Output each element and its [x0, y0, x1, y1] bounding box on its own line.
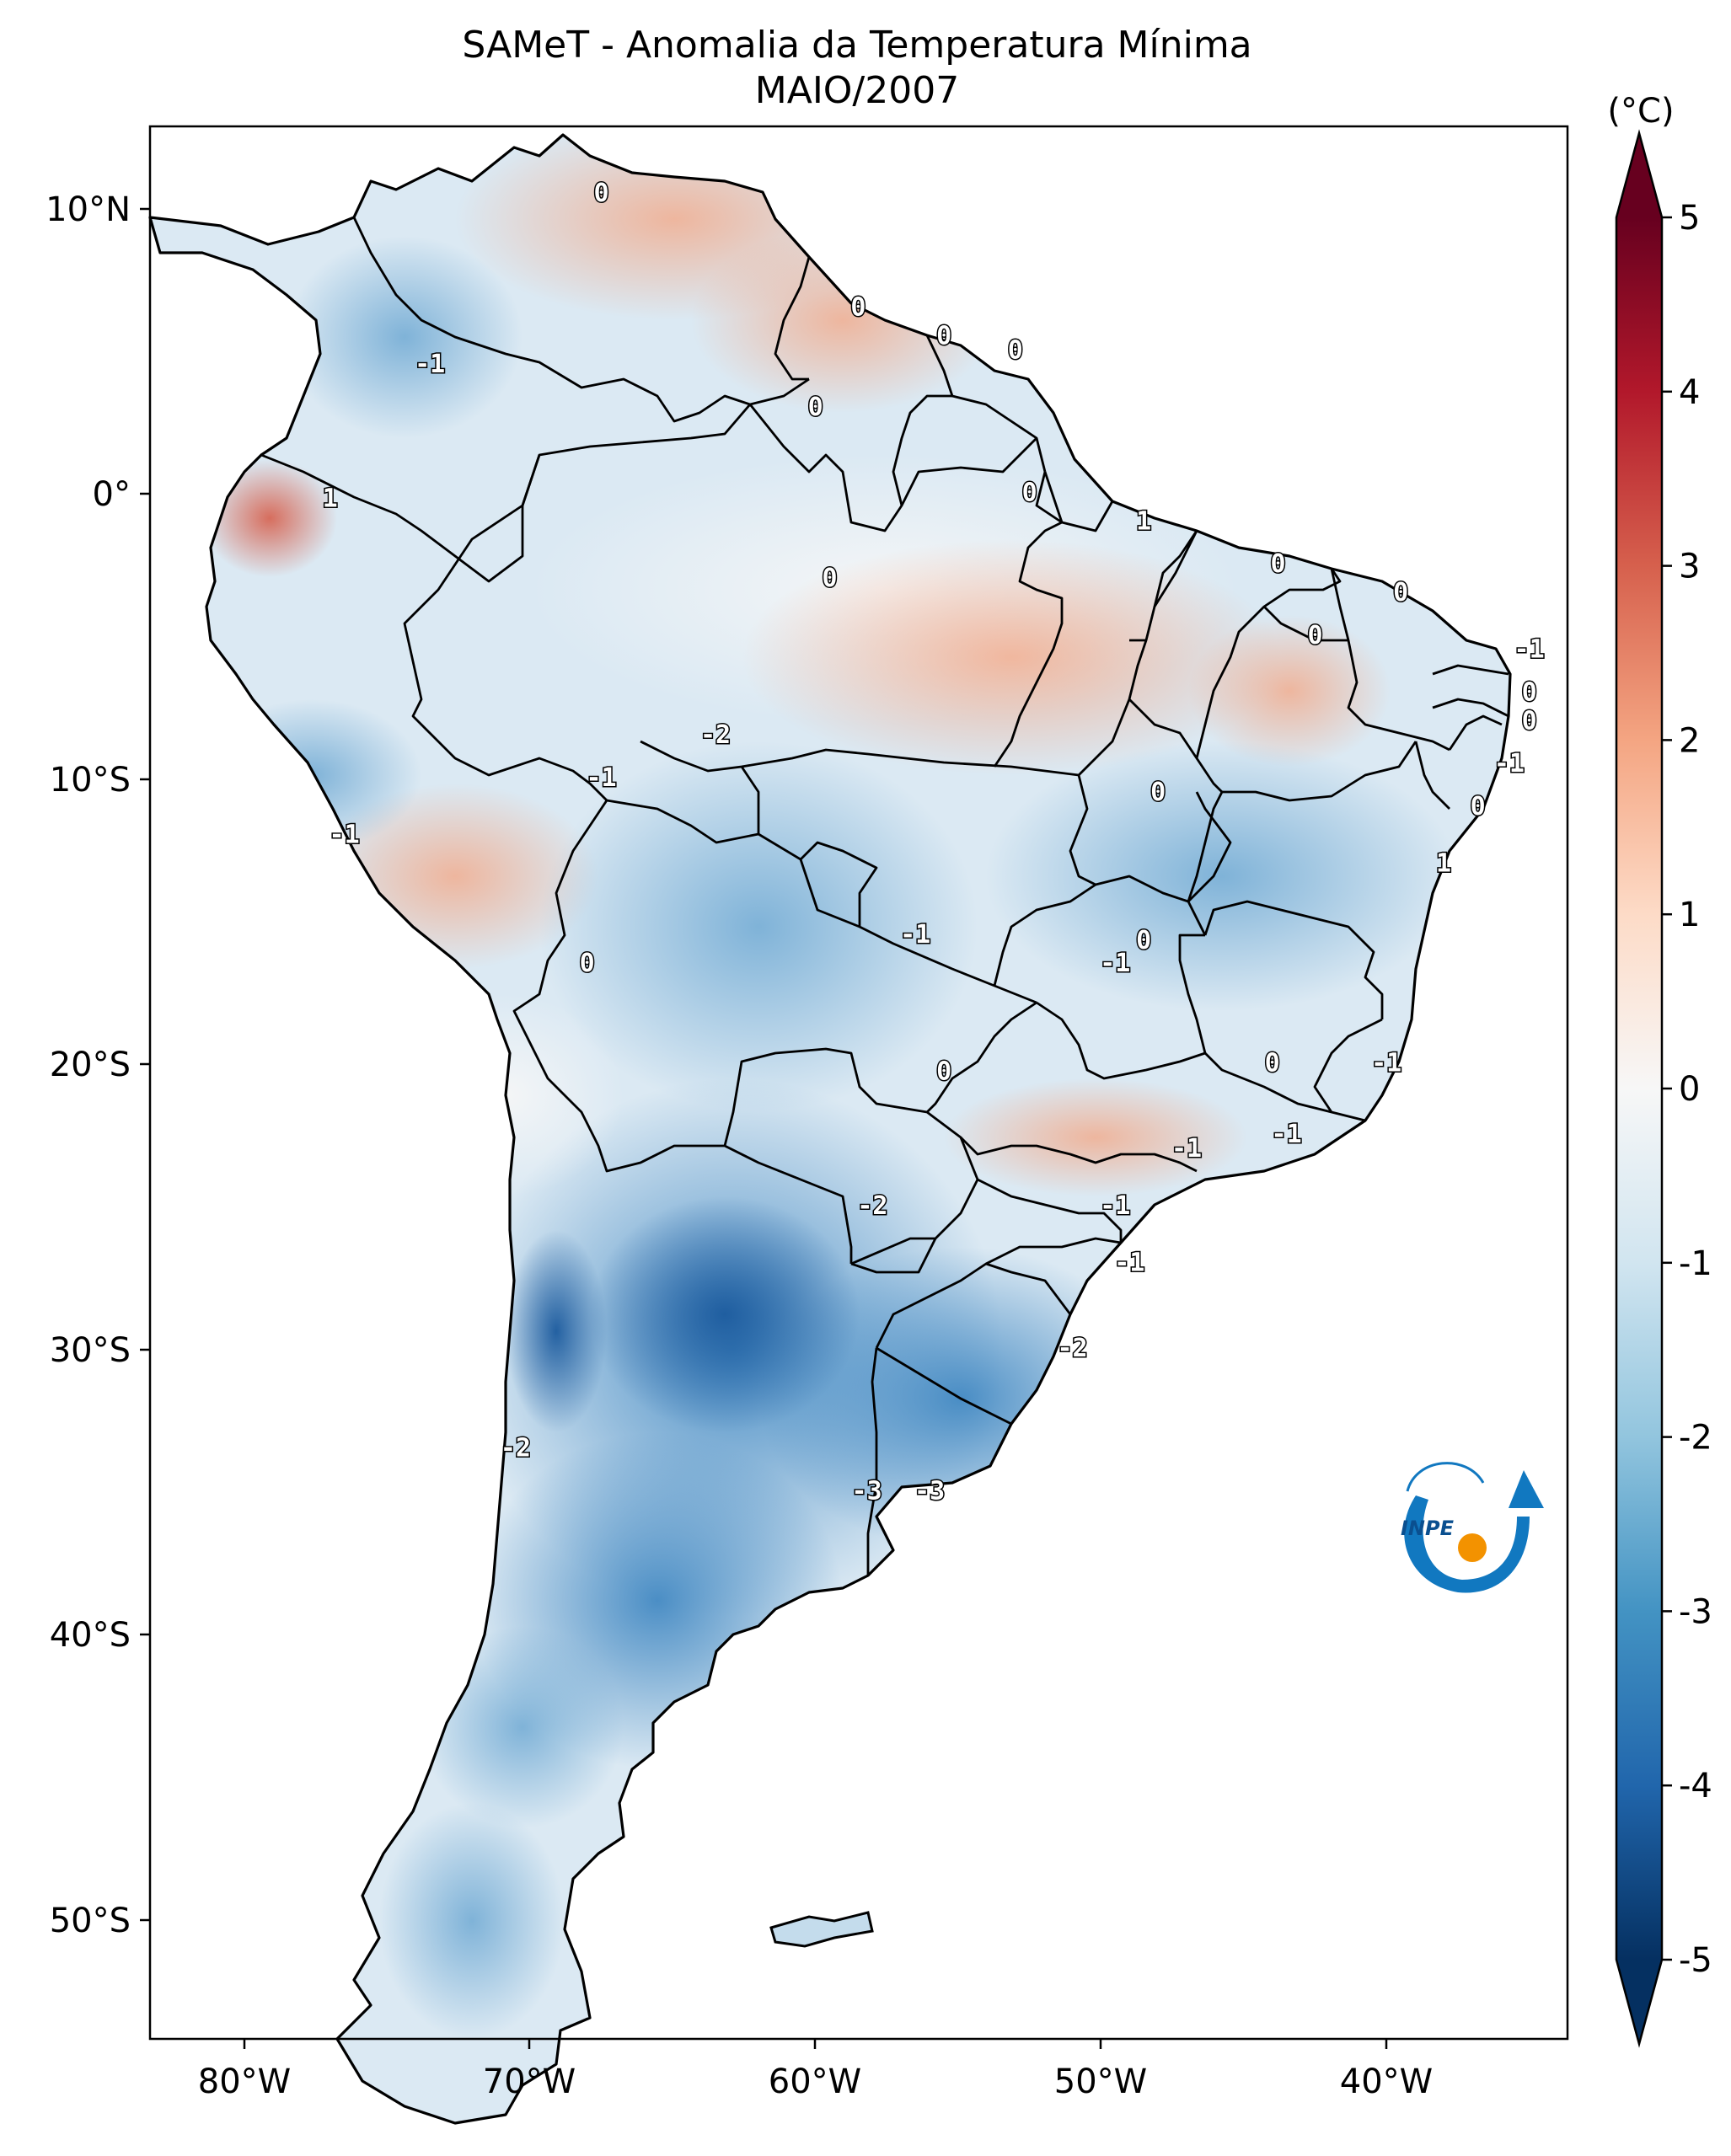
latitude-tick-labels: 10°N 0° 10°S 20°S 30°S 40°S 50°S — [46, 190, 131, 1940]
colorbar-tick-label: -1 — [1679, 1244, 1712, 1283]
axis-ticks — [140, 207, 1388, 2049]
contour-label: 0 — [822, 564, 837, 593]
colorbar-unit-label: (°C) — [1607, 92, 1674, 131]
contour-label: 0 — [936, 1057, 951, 1087]
contour-label: -1 — [586, 763, 616, 793]
contour-label: -1 — [1100, 949, 1130, 978]
contour-label: -1 — [1272, 1120, 1302, 1149]
contour-label: -2 — [700, 720, 731, 750]
contour-label: 0 — [1022, 479, 1037, 508]
colorbar-tick-label: 3 — [1679, 548, 1700, 586]
contour-label: 0 — [1393, 578, 1408, 607]
lon-tick-label: 50°W — [1054, 2062, 1147, 2101]
logo-orbit — [1406, 1462, 1485, 1492]
lat-tick-label: 10°S — [50, 761, 131, 800]
contour-label: -1 — [1494, 749, 1525, 778]
contour-label: 0 — [1136, 926, 1151, 955]
contour-label: -2 — [857, 1191, 887, 1221]
colorbar-ticks: 5 4 3 2 1 0 -1 -2 -3 -4 -5 — [1662, 199, 1712, 1980]
contour-label: -1 — [1171, 1134, 1202, 1164]
contour-label: -1 — [1514, 635, 1545, 665]
inpe-logo: INPE — [1401, 1462, 1544, 1593]
lat-tick-label: 50°S — [50, 1902, 131, 1940]
lat-tick-label: 20°S — [50, 1046, 131, 1084]
country-borders — [260, 217, 1509, 1576]
lon-tick-label: 80°W — [198, 2062, 291, 2101]
contour-label: 0 — [1270, 549, 1285, 579]
contour-label: -1 — [1100, 1191, 1130, 1221]
contour-labels: 000 0-101 010 000 -100-2-1-1 0 0-11-1 0-100 -10-… — [321, 178, 1546, 1507]
contour-label: 0 — [1471, 792, 1486, 821]
colorbar: (°C) 5 4 3 2 1 0 -1 -2 -3 -4 -5 — [1607, 92, 1712, 2048]
map-frame — [148, 125, 1569, 2041]
lat-tick-label: 40°S — [50, 1616, 131, 1655]
colorbar-tick-label: -2 — [1679, 1419, 1712, 1458]
colorbar-tick-label: 1 — [1679, 896, 1700, 934]
colorbar-max-extension — [1616, 133, 1662, 217]
contour-label: -3 — [914, 1476, 945, 1506]
colorbar-tick-label: -4 — [1679, 1767, 1712, 1806]
longitude-tick-labels: 80°W 70°W 60°W 50°W 40°W — [198, 2062, 1433, 2101]
lon-tick-label: 60°W — [769, 2062, 861, 2101]
colorbar-gradient — [1616, 217, 1662, 1960]
arrow-icon — [1509, 1470, 1544, 1508]
contour-label: 0 — [808, 393, 823, 422]
logo-text: INPE — [1401, 1517, 1455, 1540]
lat-tick-label: 10°N — [46, 190, 131, 229]
contour-label: -2 — [1057, 1334, 1087, 1363]
contour-label: 0 — [1522, 706, 1537, 736]
contour-label: 0 — [593, 179, 608, 208]
logo-sun-icon — [1458, 1533, 1487, 1562]
contour-label: -1 — [330, 821, 360, 850]
contour-label: -2 — [501, 1434, 531, 1463]
map-subtitle: MAIO/2007 — [755, 69, 959, 112]
map-title: SAMeT - Anomalia da Temperatura Mínima — [462, 24, 1251, 67]
colorbar-tick-label: 5 — [1679, 199, 1700, 238]
contour-label: 0 — [1008, 335, 1023, 365]
colorbar-tick-label: 4 — [1679, 373, 1700, 412]
coastline — [148, 133, 1512, 2125]
colorbar-tick-label: -3 — [1679, 1592, 1712, 1631]
contour-label: 0 — [580, 949, 595, 978]
contour-label: -1 — [1114, 1249, 1144, 1278]
contour-label: 1 — [323, 484, 338, 513]
colorbar-tick-label: 0 — [1679, 1070, 1700, 1109]
contour-label: 0 — [1150, 778, 1166, 807]
colorbar-tick-label: -5 — [1679, 1941, 1712, 1980]
contour-label: 1 — [1436, 849, 1451, 879]
colorbar-min-extension — [1616, 1960, 1662, 2044]
contour-label: -3 — [852, 1476, 882, 1506]
contour-label: 0 — [936, 321, 951, 350]
contour-label: -1 — [1371, 1049, 1401, 1078]
contour-label: 0 — [1307, 621, 1322, 650]
colorbar-tick-label: 2 — [1679, 721, 1700, 760]
lon-tick-label: 40°W — [1340, 2062, 1433, 2101]
logo-swoosh — [1404, 1495, 1530, 1593]
contour-label: 0 — [1265, 1049, 1280, 1078]
lat-tick-label: 30°S — [50, 1331, 131, 1370]
contour-label: 1 — [1136, 506, 1151, 536]
contour-label: -1 — [415, 350, 445, 379]
contour-label: 0 — [850, 293, 866, 323]
contour-label: -1 — [900, 920, 930, 950]
contour-label: 0 — [1522, 678, 1537, 708]
lon-tick-label: 70°W — [483, 2062, 576, 2101]
lat-tick-label: 0° — [93, 475, 131, 514]
